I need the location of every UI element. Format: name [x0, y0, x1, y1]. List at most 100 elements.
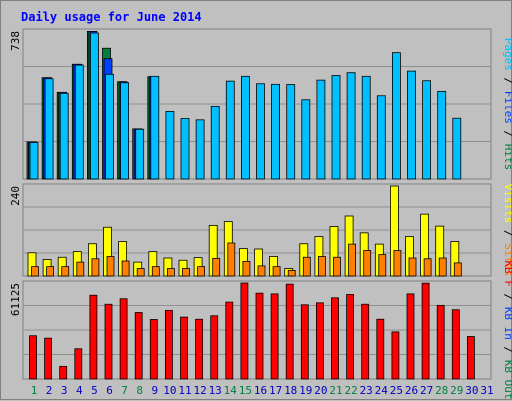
x-tick-label: 27	[420, 384, 433, 397]
series-sites	[31, 242, 462, 277]
bar	[29, 335, 37, 380]
bar	[225, 301, 234, 380]
bar	[438, 257, 447, 277]
bar	[437, 90, 447, 180]
bar	[240, 75, 250, 180]
x-tick-label: 24	[375, 384, 389, 397]
bar	[333, 256, 341, 277]
bar	[361, 303, 370, 380]
bar	[59, 92, 69, 180]
bar	[182, 268, 190, 277]
x-tick-label: 13	[209, 384, 222, 397]
bar	[466, 336, 475, 380]
bar	[180, 118, 190, 180]
bar	[376, 95, 386, 180]
bar	[361, 75, 371, 180]
x-tick-label: 10	[163, 384, 176, 397]
x-tick-label: 29	[450, 384, 463, 397]
bar	[285, 283, 294, 380]
panel-middle: 240 Visits / Sites	[9, 183, 512, 277]
legend-entry: KB Out	[502, 360, 512, 400]
x-tick-label: 5	[91, 384, 98, 397]
x-tick-label: 21	[329, 384, 342, 397]
bar	[74, 64, 84, 180]
bar	[76, 261, 85, 277]
x-tick-label: 17	[269, 384, 282, 397]
bar	[151, 266, 160, 277]
bar	[91, 258, 100, 277]
x-tick-label: 23	[360, 384, 373, 397]
legend-entry: /	[502, 71, 512, 91]
legend-entry: KB In	[502, 307, 512, 340]
legend-entry: /	[502, 124, 512, 144]
side-legend: Visits / Sites	[502, 184, 512, 277]
bar	[44, 337, 52, 380]
bar	[316, 79, 326, 180]
x-tick-label: 30	[465, 384, 478, 397]
x-tick-label: 19	[299, 384, 312, 397]
bar	[164, 309, 173, 380]
series-pages	[29, 32, 462, 180]
legend-entry: Sites	[502, 243, 512, 276]
bar	[242, 260, 251, 277]
bar	[331, 75, 341, 180]
bar	[135, 128, 145, 180]
bar	[31, 266, 39, 277]
y-max-label: 61125	[9, 283, 22, 316]
x-tick-label: 15	[239, 384, 252, 397]
bar	[119, 298, 128, 380]
bar	[423, 258, 432, 277]
bar	[149, 319, 158, 380]
bar	[89, 294, 98, 380]
bar	[90, 32, 99, 180]
bar	[436, 304, 445, 380]
bar	[195, 119, 205, 180]
side-legend: Pages / Files / Hits	[502, 38, 512, 171]
bar	[256, 83, 265, 180]
bar	[272, 266, 281, 277]
bar	[407, 70, 416, 180]
x-axis-labels: 1 2 3 4 5 6 7 8 9 10 11 12 13 14 15 16 17 18 19 20 21 22 23 24 2…	[31, 384, 494, 397]
bar	[104, 303, 113, 380]
legend-entry: Hits	[502, 144, 512, 171]
bar	[453, 262, 462, 277]
bar	[59, 365, 68, 380]
x-tick-label: 7	[121, 384, 128, 397]
bar	[376, 318, 385, 380]
legend-entry: /	[502, 223, 512, 243]
bar	[346, 294, 355, 380]
bar	[195, 318, 204, 380]
legend-entry: Visits	[502, 184, 512, 224]
bar	[150, 75, 160, 180]
bar	[406, 293, 415, 380]
bar	[134, 312, 143, 380]
chart-title: Daily usage for June 2014	[21, 10, 202, 24]
bar	[378, 254, 387, 277]
x-tick-label: 18	[284, 384, 297, 397]
bar	[331, 297, 339, 380]
x-tick-label: 3	[61, 384, 68, 397]
bar	[105, 73, 114, 180]
x-tick-label: 12	[193, 384, 206, 397]
x-tick-label: 25	[390, 384, 403, 397]
bar	[271, 83, 281, 180]
x-tick-label: 9	[151, 384, 158, 397]
bar	[61, 266, 70, 277]
bar	[421, 282, 430, 380]
x-tick-label: 31	[480, 384, 493, 397]
bar	[317, 256, 326, 277]
legend-entry: KB F	[502, 260, 512, 287]
bar	[363, 250, 372, 277]
bar	[257, 265, 266, 277]
x-tick-label: 11	[178, 384, 191, 397]
bar	[106, 256, 115, 277]
bar	[301, 99, 311, 180]
legend-entry: /	[502, 340, 512, 360]
bar	[121, 260, 130, 277]
bar	[74, 348, 83, 380]
bar	[240, 282, 249, 380]
x-tick-label: 22	[344, 384, 357, 397]
bar	[165, 111, 175, 180]
